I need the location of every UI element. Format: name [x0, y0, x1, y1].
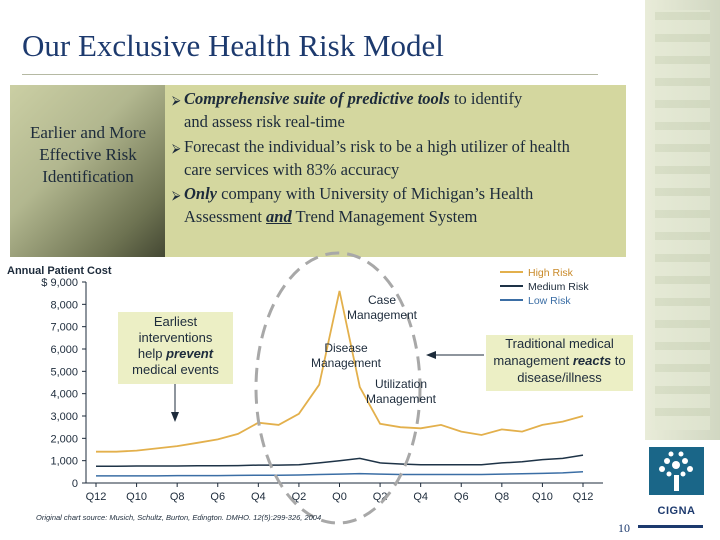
tree-icon	[649, 447, 704, 495]
traditional-arrow-head	[426, 351, 436, 359]
callout-emphasis: prevent	[166, 346, 214, 361]
label-line: Disease	[324, 341, 368, 355]
callout-line: disease/illness	[517, 370, 602, 385]
y-tick-label: 2,000	[50, 433, 78, 445]
x-tick-label: Q10	[126, 491, 147, 503]
callout-line: Earliest	[153, 314, 198, 329]
bullet-1-line2: and assess risk real-time	[184, 112, 345, 131]
left-panel-text: Earlier and More Effective Risk Identifi…	[29, 123, 147, 186]
chart-title: Annual Patient Cost	[7, 265, 112, 277]
callout-text: management	[493, 353, 573, 368]
callout-text: to	[611, 353, 626, 368]
tree-icon-graphic	[659, 451, 693, 491]
bullet-2-line1: Forecast the individual’s risk to be a h…	[184, 137, 570, 156]
y-tick-label: 3,000	[50, 411, 78, 423]
x-tick-label: Q12	[573, 491, 594, 503]
x-tick-label: Q12	[86, 491, 107, 503]
intervention-circle	[254, 251, 422, 525]
label-line: Management	[310, 356, 382, 370]
y-tick-label: 1,000	[50, 456, 78, 468]
earliest-interventions-callout: Earliest interventions help prevent medi…	[118, 312, 233, 384]
callout-line: Traditional medical	[505, 336, 614, 351]
y-tick-label: 6,000	[50, 344, 78, 356]
legend-label: Low Risk	[528, 295, 571, 307]
bullet-panel	[165, 85, 626, 257]
disease-management-label: Disease Management	[300, 341, 392, 371]
bullet-arrow-icon: ⮚	[172, 188, 181, 202]
bullet-3-rest: company with University of Michigan’s He…	[217, 184, 534, 203]
y-tick-label: $ 9,000	[41, 277, 78, 289]
bullet-1-rest: to identify	[449, 89, 523, 108]
x-tick-label: Q6	[210, 491, 225, 503]
y-tick-label: 0	[72, 478, 78, 490]
x-tick-label: Q4	[251, 491, 266, 503]
title-divider	[22, 74, 598, 75]
label-line: Utilization	[374, 377, 428, 391]
bullet-item-2: ⮚ Forecast the individual’s risk to be a …	[172, 136, 622, 180]
bullet-3-line2: Assessment and Trend Management System	[172, 206, 622, 227]
bullet-arrow-icon: ⮚	[172, 93, 181, 107]
label-line: Management	[346, 308, 418, 322]
callout-line: medical events	[132, 362, 219, 377]
left-panel	[10, 85, 165, 257]
y-tick-label: 4,000	[50, 389, 78, 401]
bullet-1-lead: Comprehensive suite of predictive tools	[184, 89, 450, 108]
bullet-item-3: ⮚ Only company with University of Michiga…	[172, 183, 622, 227]
y-tick-label: 5,000	[50, 366, 78, 378]
x-tick-label: Q10	[532, 491, 553, 503]
x-tick-label: Q8	[170, 491, 185, 503]
bullet-item-1: ⮚ Comprehensive suite of predictive tools…	[172, 88, 622, 132]
label-line: Management	[365, 392, 437, 406]
legend-label: High Risk	[528, 267, 574, 279]
bullet-3-emphasis: and	[266, 207, 292, 226]
logo-text: CIGNA	[657, 505, 696, 517]
page-number-bar	[638, 525, 703, 528]
traditional-management-callout: Traditional medical management reacts to…	[486, 335, 633, 391]
y-tick-label: 7,000	[50, 322, 78, 334]
label-line: Case	[367, 293, 396, 307]
slide-title: Our Exclusive Health Risk Model	[22, 28, 444, 63]
series-line-high-risk	[96, 290, 584, 453]
case-management-label: Case Management	[336, 293, 428, 323]
bullet-3-pre: Assessment	[184, 207, 267, 226]
x-tick-label: Q4	[413, 491, 428, 503]
bullet-arrow-icon: ⮚	[172, 141, 181, 155]
y-tick-label: 8,000	[50, 299, 78, 311]
callout-text: help	[137, 346, 167, 361]
x-tick-label: Q8	[494, 491, 509, 503]
page-number: 10	[618, 521, 630, 535]
x-tick-label: Q6	[454, 491, 469, 503]
bullet-3-lead: Only	[184, 184, 217, 203]
bullet-3-post: Trend Management System	[291, 207, 478, 226]
earliest-arrow-head	[171, 412, 179, 422]
callout-emphasis: reacts	[572, 353, 612, 368]
legend-label: Medium Risk	[528, 281, 589, 293]
x-tick-label: Q2	[292, 491, 307, 503]
x-tick-label: Q0	[332, 491, 347, 503]
callout-line: interventions	[138, 330, 213, 345]
utilization-management-label: Utilization Management	[355, 377, 447, 407]
callout-line: help prevent	[118, 346, 233, 362]
series-line-low-risk	[96, 471, 584, 477]
bullet-2-line2: care services with 83% accuracy	[184, 160, 400, 179]
source-note: Original chart source: Musich, Schultz, …	[36, 513, 322, 522]
series-line-medium-risk	[96, 454, 584, 468]
decorative-strip-pattern	[655, 10, 710, 430]
callout-line: management reacts to	[486, 352, 633, 369]
chart-plot: Annual Patient Cost$ 9,000 8,000 7,000 6,00…	[7, 251, 603, 525]
